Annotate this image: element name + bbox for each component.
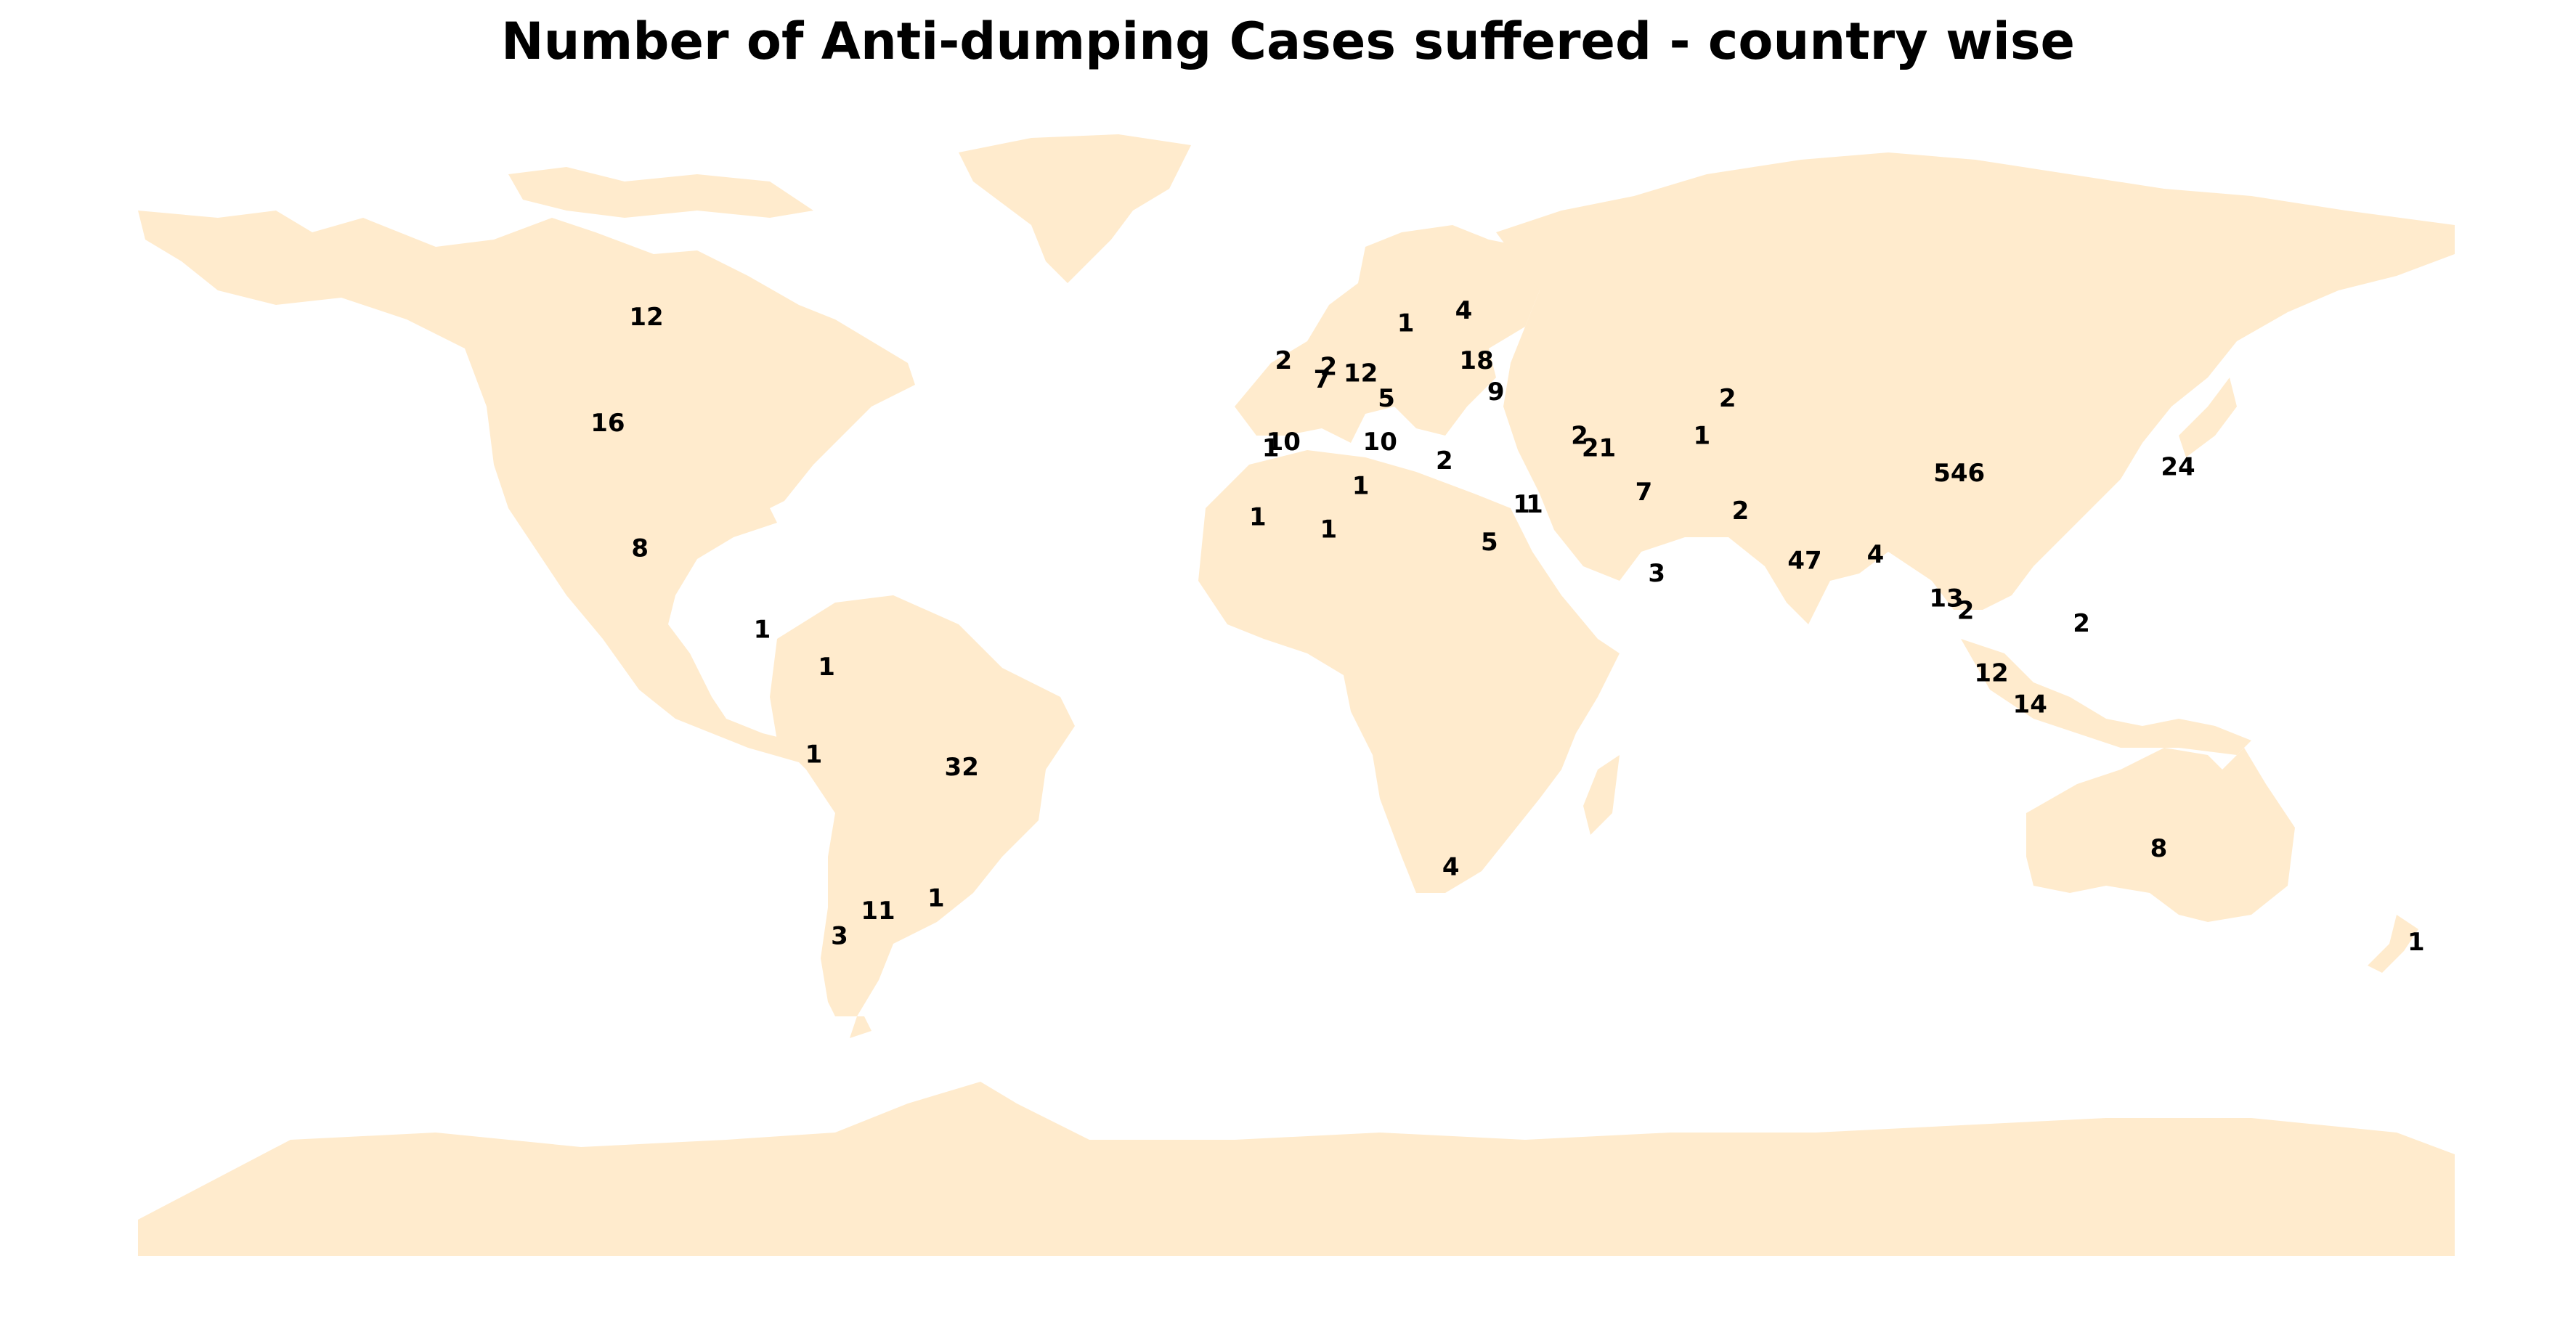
country-case-count-label: 1 — [805, 740, 823, 770]
landmass-north-america — [138, 211, 915, 770]
country-case-count-label: 2 — [1275, 346, 1292, 375]
country-case-count-label: 12 — [1974, 659, 2008, 688]
country-case-count-label: 1 — [2408, 928, 2425, 957]
country-case-count-label: 10 — [1363, 428, 1397, 457]
country-case-count-label: 8 — [2150, 834, 2168, 863]
country-case-count-label: 12 — [629, 303, 663, 332]
country-case-count-label: 5 — [1481, 528, 1498, 557]
country-case-count-label: 10 — [1267, 428, 1301, 457]
landmass-greenland — [959, 134, 1191, 283]
country-case-count-label: 4 — [1442, 853, 1460, 882]
landmass-new-zealand — [2368, 915, 2418, 973]
country-case-count-label: 1 — [1249, 502, 1267, 531]
country-case-count-label: 13 — [1929, 584, 1963, 613]
country-case-count-label: 1 — [818, 653, 835, 682]
landmass-madagascar — [1583, 755, 1620, 835]
country-case-count-label: 2 — [1957, 597, 1975, 626]
country-case-count-label: 47 — [1787, 547, 1821, 576]
country-case-count-label: 1 — [1693, 421, 1710, 450]
country-case-count-label: 1 — [1526, 490, 1543, 519]
country-case-count-label: 4 — [1867, 540, 1885, 569]
landmass-arctic-islands — [508, 167, 813, 218]
landmass-japan — [2179, 378, 2237, 457]
map-title: Number of Anti-dumping Cases suffered - … — [501, 12, 2075, 71]
landmass-southeast-asia — [1961, 639, 2251, 755]
country-case-count-label: 9 — [1487, 378, 1505, 407]
country-case-count-label: 546 — [1933, 459, 1985, 488]
country-case-count-label: 1 — [1262, 434, 1280, 463]
landmass-australia — [2026, 748, 2295, 922]
country-case-count-label: 12 — [1344, 359, 1378, 388]
country-case-count-label: 3 — [1648, 559, 1665, 588]
country-case-count-label: 3 — [831, 921, 848, 950]
land-masses — [138, 134, 2455, 1256]
country-case-count-label: 1 — [1352, 471, 1370, 500]
country-case-count-label: 21 — [1582, 434, 1616, 463]
country-case-count-label: 2 — [1732, 497, 1750, 526]
country-case-count-label: 8 — [631, 534, 649, 563]
landmass-europe — [1235, 225, 1540, 443]
country-case-count-label: 24 — [2161, 453, 2195, 482]
country-case-count-label: 2 — [1571, 421, 1588, 450]
country-case-count-label: 5 — [1378, 384, 1395, 413]
country-case-count-label: 18 — [1459, 346, 1493, 375]
landmass-south-america — [770, 595, 1075, 1038]
landmass-africa — [1198, 450, 1620, 893]
country-case-count-label: 7 — [1314, 365, 1331, 394]
country-case-count-label: 1 — [754, 615, 771, 644]
country-case-count-label: 2 — [1320, 353, 1337, 382]
country-case-count-label: 4 — [1455, 296, 1473, 325]
country-case-count-label: 2 — [2073, 609, 2090, 638]
country-case-count-label: 2 — [1719, 384, 1736, 413]
country-case-count-label: 32 — [945, 753, 979, 782]
country-case-count-label: 2 — [1436, 446, 1453, 476]
country-case-count-label: 1 — [1320, 515, 1337, 544]
country-case-count-label: 1 — [1513, 490, 1530, 519]
country-case-count-label: 16 — [590, 409, 625, 438]
country-case-count-label: 1 — [927, 884, 945, 913]
country-case-count-label: 14 — [2013, 690, 2047, 719]
landmass-asia — [1496, 152, 2455, 624]
country-case-count-label: 7 — [1636, 478, 1653, 507]
country-case-count-label: 1 — [1397, 309, 1415, 338]
country-case-count-label: 11 — [861, 897, 895, 926]
landmass-antarctica — [138, 1082, 2455, 1256]
